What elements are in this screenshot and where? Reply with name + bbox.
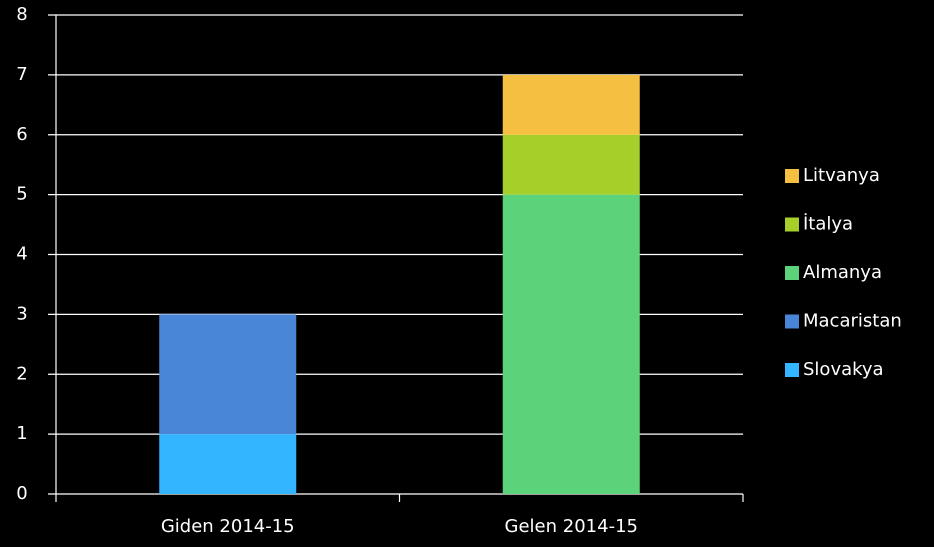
legend-label: Slovakya — [803, 359, 884, 380]
y-tick-label: 1 — [16, 423, 27, 444]
bar-segment — [159, 314, 297, 435]
y-tick-label: 2 — [16, 363, 27, 384]
legend-label: Litvanya — [803, 165, 880, 186]
legend-swatch — [785, 266, 799, 280]
x-tick-label: Giden 2014-15 — [161, 516, 295, 537]
y-tick-label: 4 — [16, 244, 27, 265]
bar-segment — [159, 434, 297, 494]
bar-segment — [502, 74, 640, 135]
bar-segment — [502, 134, 640, 195]
bar-segment — [502, 194, 640, 494]
y-tick-label: 3 — [16, 303, 27, 324]
y-tick-label: 5 — [16, 184, 27, 205]
y-tick-label: 8 — [16, 4, 27, 25]
y-tick-label: 6 — [16, 124, 27, 145]
legend-swatch — [785, 217, 799, 232]
legend-label: Almanya — [803, 262, 882, 283]
legend-swatch — [785, 169, 799, 183]
legend-swatch — [785, 363, 799, 377]
legend-label: İtalya — [803, 214, 853, 235]
legend-swatch — [785, 314, 799, 329]
x-tick-label: Gelen 2014-15 — [505, 516, 638, 537]
y-tick-label: 0 — [16, 483, 27, 504]
legend-label: Macaristan — [803, 311, 902, 332]
y-tick-label: 7 — [16, 64, 27, 85]
